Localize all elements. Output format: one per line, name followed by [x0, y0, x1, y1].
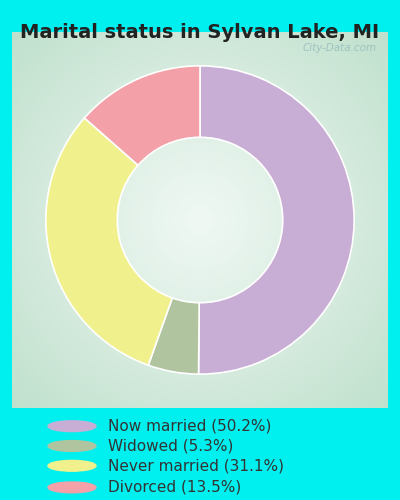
Circle shape	[0, 20, 400, 420]
Circle shape	[130, 150, 270, 290]
Circle shape	[180, 200, 220, 240]
Circle shape	[0, 0, 400, 450]
Circle shape	[76, 96, 324, 344]
Circle shape	[0, 10, 400, 430]
Circle shape	[48, 440, 96, 452]
Circle shape	[0, 0, 400, 470]
Text: Never married (31.1%): Never married (31.1%)	[108, 458, 284, 473]
Circle shape	[36, 56, 364, 384]
Circle shape	[120, 140, 280, 300]
Circle shape	[177, 196, 223, 244]
Circle shape	[170, 190, 230, 250]
Circle shape	[147, 166, 253, 274]
Text: Now married (50.2%): Now married (50.2%)	[108, 418, 271, 434]
Circle shape	[150, 170, 250, 270]
Circle shape	[0, 0, 400, 444]
Circle shape	[23, 43, 377, 397]
Circle shape	[90, 110, 310, 330]
Circle shape	[26, 46, 374, 394]
Circle shape	[43, 63, 357, 377]
Circle shape	[116, 136, 284, 304]
Circle shape	[0, 0, 400, 484]
Circle shape	[140, 160, 260, 280]
Circle shape	[0, 0, 400, 474]
Circle shape	[10, 30, 390, 410]
Circle shape	[0, 6, 400, 434]
Text: Marital status in Sylvan Lake, MI: Marital status in Sylvan Lake, MI	[20, 22, 380, 42]
Circle shape	[193, 214, 207, 226]
Text: City-Data.com: City-Data.com	[302, 44, 377, 54]
Circle shape	[93, 113, 307, 327]
Wedge shape	[46, 118, 172, 365]
Circle shape	[86, 106, 314, 334]
Circle shape	[123, 143, 277, 297]
Circle shape	[0, 0, 400, 477]
Circle shape	[143, 164, 257, 276]
Circle shape	[126, 146, 274, 294]
Circle shape	[133, 154, 267, 286]
Circle shape	[110, 130, 290, 310]
Circle shape	[96, 116, 304, 324]
Circle shape	[33, 53, 367, 387]
Circle shape	[30, 50, 370, 390]
Circle shape	[136, 156, 264, 284]
Circle shape	[0, 0, 400, 447]
Circle shape	[48, 460, 96, 471]
Circle shape	[100, 120, 300, 320]
Wedge shape	[148, 298, 199, 374]
Circle shape	[183, 204, 217, 236]
Circle shape	[106, 126, 294, 314]
Circle shape	[163, 184, 237, 256]
Circle shape	[0, 13, 400, 427]
Circle shape	[56, 76, 344, 364]
Circle shape	[83, 103, 317, 337]
Circle shape	[48, 421, 96, 432]
Circle shape	[3, 23, 397, 417]
Circle shape	[113, 133, 287, 307]
Circle shape	[0, 0, 400, 454]
Circle shape	[46, 66, 354, 374]
Circle shape	[0, 0, 400, 467]
Circle shape	[53, 73, 347, 367]
Circle shape	[0, 0, 400, 480]
Circle shape	[153, 174, 247, 266]
Circle shape	[20, 40, 380, 400]
Circle shape	[0, 3, 400, 437]
Circle shape	[190, 210, 210, 230]
Circle shape	[103, 123, 297, 317]
Circle shape	[66, 86, 334, 354]
Circle shape	[0, 0, 400, 457]
Circle shape	[48, 482, 96, 493]
Circle shape	[60, 80, 340, 360]
Circle shape	[63, 83, 337, 357]
Text: Widowed (5.3%): Widowed (5.3%)	[108, 438, 233, 454]
Wedge shape	[198, 66, 354, 374]
Text: Divorced (13.5%): Divorced (13.5%)	[108, 480, 241, 495]
Circle shape	[40, 60, 360, 380]
Circle shape	[157, 176, 243, 264]
Circle shape	[187, 206, 213, 234]
Circle shape	[16, 36, 384, 404]
Circle shape	[0, 0, 400, 440]
Circle shape	[50, 70, 350, 370]
Circle shape	[6, 26, 394, 413]
Circle shape	[197, 216, 203, 224]
Circle shape	[0, 16, 400, 424]
Circle shape	[0, 0, 400, 464]
Circle shape	[80, 100, 320, 340]
Circle shape	[167, 186, 233, 254]
Circle shape	[0, 0, 400, 460]
Circle shape	[73, 93, 327, 347]
Circle shape	[0, 0, 400, 487]
Circle shape	[70, 90, 330, 350]
Circle shape	[13, 33, 387, 407]
Circle shape	[160, 180, 240, 260]
Circle shape	[173, 194, 227, 246]
Wedge shape	[84, 66, 200, 165]
